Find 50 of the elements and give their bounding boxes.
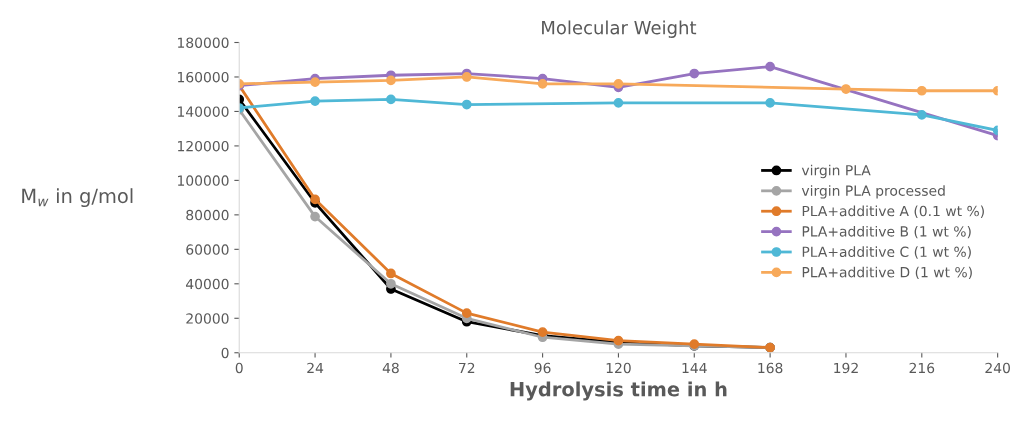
point (841, 84, 851, 94)
legend-label: virgin PLA processed (801, 185, 945, 199)
y-tick-label: 60000 (186, 244, 229, 255)
point (916, 110, 927, 120)
y-tick-label: 120000 (178, 140, 229, 152)
point (689, 68, 700, 79)
y-axis-title: M$_{w}$ in g/mol (22, 188, 133, 208)
x-tick-label: 0 (235, 362, 243, 374)
legend-label: virgin PLA (801, 164, 871, 179)
point (461, 99, 472, 110)
point (310, 211, 320, 222)
x-tick-label: 216 (909, 362, 935, 374)
y-tick-label: 140000 (178, 106, 229, 117)
legend-label: PLA+additive C (1 wt %) (802, 246, 971, 259)
x-tick-label: 96 (534, 362, 551, 374)
point (310, 77, 320, 88)
legend-label: PLA+additive A (0.1 wt %) (802, 205, 984, 218)
point (310, 96, 320, 106)
chart-title: Molecular Weight (542, 20, 697, 38)
y-tick-label: 40000 (186, 278, 229, 290)
point (461, 308, 472, 318)
x-tick-label: 168 (758, 362, 783, 374)
x-axis-title: Hydrolysis time in h (510, 381, 727, 401)
x-tick-label: 192 (834, 362, 858, 374)
point (386, 278, 396, 289)
point (537, 327, 548, 337)
point (386, 75, 396, 86)
x-tick-label: 24 (307, 362, 324, 374)
point (461, 72, 472, 82)
y-tick-label: 180000 (178, 37, 229, 48)
y-tick-label: 0 (221, 347, 229, 359)
x-tick-label: 144 (682, 362, 707, 374)
point (386, 94, 396, 105)
point (916, 85, 927, 96)
point (537, 79, 548, 89)
x-tick-label: 48 (382, 362, 399, 374)
legend-label: PLA+additive D (1 wt %) (802, 266, 972, 280)
point (765, 61, 775, 72)
x-tick-label: 240 (985, 362, 1010, 374)
x-tick-label: 120 (606, 362, 631, 374)
y-tick-label: 100000 (178, 175, 229, 186)
point (386, 268, 396, 279)
y-tick-label: 80000 (186, 209, 229, 221)
point (613, 79, 624, 89)
point (613, 97, 624, 108)
legend-label: PLA+additive B (1 wt %) (802, 225, 971, 239)
point (765, 97, 775, 108)
y-tick-label: 20000 (186, 313, 229, 324)
y-tick-label: 160000 (178, 71, 229, 83)
x-tick-label: 72 (459, 362, 475, 374)
